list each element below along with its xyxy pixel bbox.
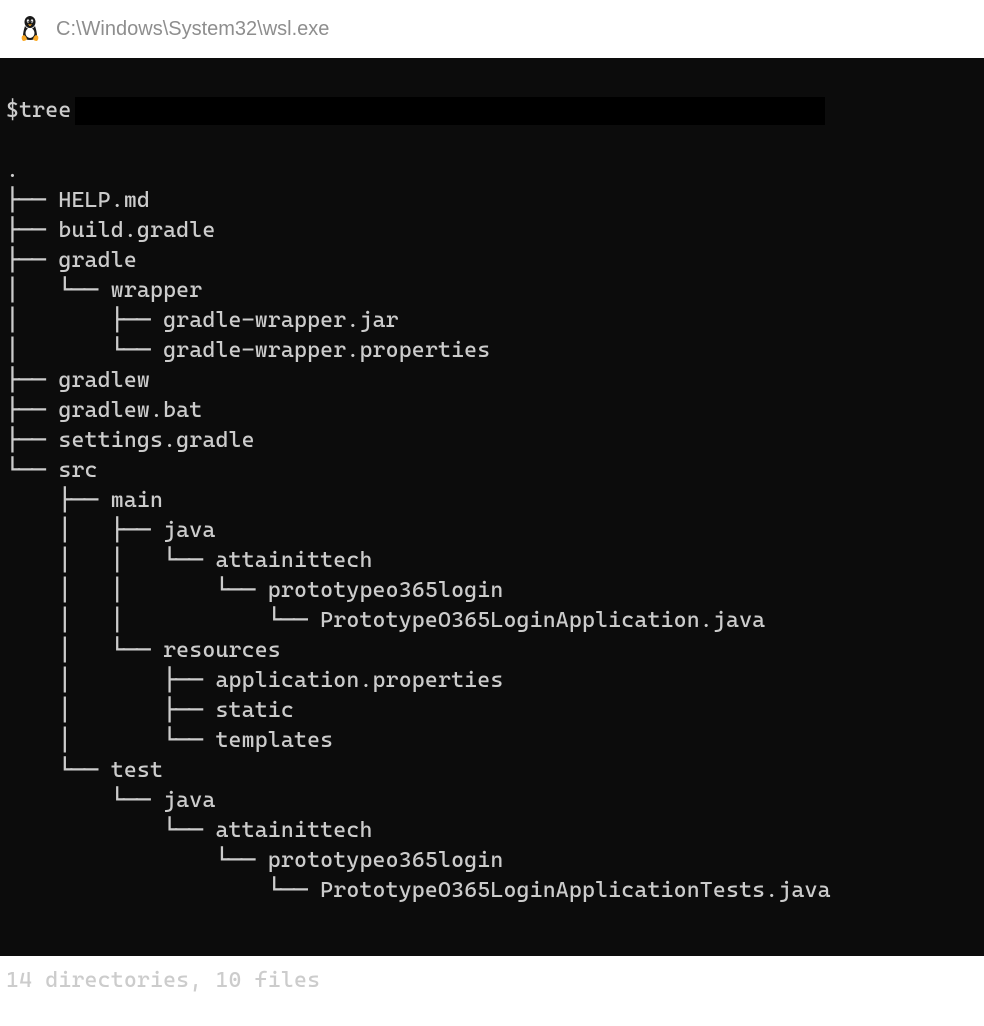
tree-line: ├── HELP.md bbox=[6, 186, 978, 216]
tree-line: └── attainittech bbox=[6, 816, 978, 846]
tree-line: │ │ └── PrototypeO365LoginApplication.ja… bbox=[6, 606, 978, 636]
tree-line: │ │ └── attainittech bbox=[6, 546, 978, 576]
tree-line: │ └── wrapper bbox=[6, 276, 978, 306]
tree-line: ├── gradle bbox=[6, 246, 978, 276]
window-title: C:\Windows\System32\wsl.exe bbox=[56, 18, 329, 41]
tree-line: └── test bbox=[6, 756, 978, 786]
tree-line: └── prototypeo365login bbox=[6, 846, 978, 876]
tree-line: └── PrototypeO365LoginApplicationTests.j… bbox=[6, 876, 978, 906]
tree-line: . bbox=[6, 156, 978, 186]
tree-line: │ └── resources bbox=[6, 636, 978, 666]
tree-line: │ ├── static bbox=[6, 696, 978, 726]
tree-line: │ └── templates bbox=[6, 726, 978, 756]
tree-output: .├── HELP.md├── build.gradle├── gradle│ … bbox=[6, 156, 978, 906]
tree-line: └── src bbox=[6, 456, 978, 486]
tree-line: └── java bbox=[6, 786, 978, 816]
tree-summary: 14 directories, 10 files bbox=[6, 966, 978, 996]
tree-line: │ ├── gradle-wrapper.jar bbox=[6, 306, 978, 336]
tux-icon bbox=[18, 17, 42, 41]
prompt-line: $ tree bbox=[6, 96, 978, 126]
tree-line: │ ├── java bbox=[6, 516, 978, 546]
redacted-block bbox=[75, 97, 825, 125]
terminal-output[interactable]: $ tree .├── HELP.md├── build.gradle├── g… bbox=[0, 58, 984, 956]
prompt-symbol: $ bbox=[6, 96, 19, 126]
window-titlebar: C:\Windows\System32\wsl.exe bbox=[0, 0, 984, 58]
tree-line: │ └── gradle-wrapper.properties bbox=[6, 336, 978, 366]
command-text: tree bbox=[19, 96, 71, 126]
tree-line: ├── gradlew bbox=[6, 366, 978, 396]
tree-line: ├── settings.gradle bbox=[6, 426, 978, 456]
tree-line: │ ├── application.properties bbox=[6, 666, 978, 696]
tree-line: ├── build.gradle bbox=[6, 216, 978, 246]
tree-line: ├── main bbox=[6, 486, 978, 516]
tree-line: │ │ └── prototypeo365login bbox=[6, 576, 978, 606]
tree-line: ├── gradlew.bat bbox=[6, 396, 978, 426]
